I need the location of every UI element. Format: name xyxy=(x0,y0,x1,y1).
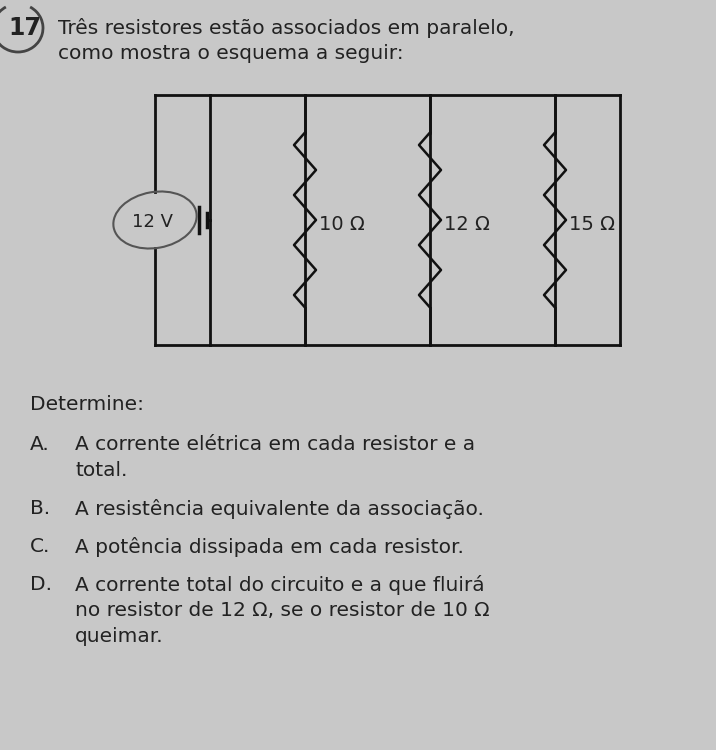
Text: A resistência equivalente da associação.: A resistência equivalente da associação. xyxy=(75,499,484,519)
Text: 12 Ω: 12 Ω xyxy=(444,215,490,235)
Text: total.: total. xyxy=(75,461,127,480)
Text: Três resistores estão associados em paralelo,: Três resistores estão associados em para… xyxy=(58,18,515,38)
Text: queimar.: queimar. xyxy=(75,627,164,646)
Text: A corrente total do circuito e a que fluirá: A corrente total do circuito e a que flu… xyxy=(75,575,485,595)
Text: 17: 17 xyxy=(9,16,42,40)
Text: B.: B. xyxy=(30,499,50,518)
Text: A.: A. xyxy=(30,435,49,454)
Text: Determine:: Determine: xyxy=(30,395,144,414)
Text: A potência dissipada em cada resistor.: A potência dissipada em cada resistor. xyxy=(75,537,464,557)
Text: no resistor de 12 Ω, se o resistor de 10 Ω: no resistor de 12 Ω, se o resistor de 10… xyxy=(75,601,490,620)
Text: D.: D. xyxy=(30,575,52,594)
Text: A corrente elétrica em cada resistor e a: A corrente elétrica em cada resistor e a xyxy=(75,435,475,454)
Text: C.: C. xyxy=(30,537,50,556)
Text: 12 V: 12 V xyxy=(132,213,173,231)
Text: 15 Ω: 15 Ω xyxy=(569,215,615,235)
Text: 10 Ω: 10 Ω xyxy=(319,215,364,235)
Text: como mostra o esquema a seguir:: como mostra o esquema a seguir: xyxy=(58,44,404,63)
